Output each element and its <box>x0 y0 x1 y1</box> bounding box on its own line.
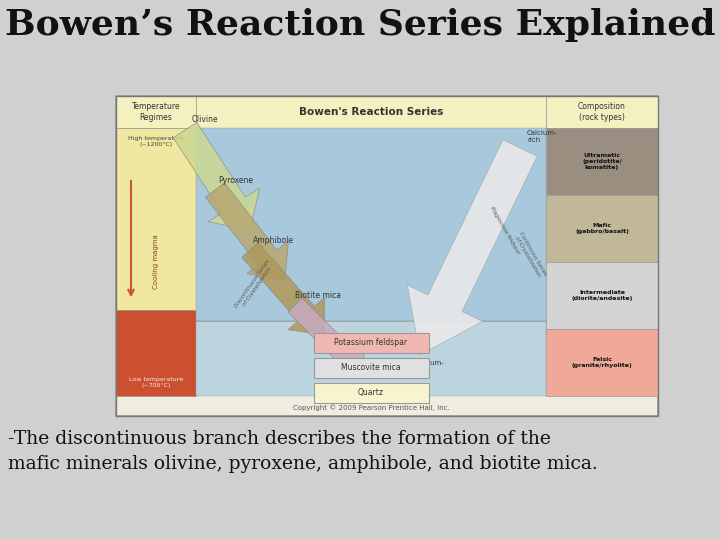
Text: Bowen's Reaction Series: Bowen's Reaction Series <box>299 107 444 117</box>
Bar <box>313 333 428 353</box>
Text: Sodium-
rich: Sodium- rich <box>415 360 444 373</box>
Text: Cooling magma: Cooling magma <box>153 234 159 289</box>
Text: Muscovite mica: Muscovite mica <box>341 363 401 373</box>
Text: Intermediate
(diorite/andesite): Intermediate (diorite/andesite) <box>571 290 633 301</box>
Text: Continuous Series
of Crystallization: Continuous Series of Crystallization <box>513 231 547 279</box>
Bar <box>116 128 196 310</box>
Text: Calcium-
rich: Calcium- rich <box>527 130 557 143</box>
Bar <box>546 262 658 329</box>
Polygon shape <box>174 123 260 230</box>
Text: Biotite mica: Biotite mica <box>295 291 341 300</box>
Text: Ultramatic
(peridotite/
komatite): Ultramatic (peridotite/ komatite) <box>582 153 622 170</box>
Text: Bowen’s Reaction Series Explained: Bowen’s Reaction Series Explained <box>5 8 716 42</box>
Bar <box>196 321 546 396</box>
Text: Quartz: Quartz <box>358 388 384 397</box>
Bar <box>116 96 196 128</box>
Text: Discontinuous Series
of Crystallization: Discontinuous Series of Crystallization <box>234 258 276 312</box>
Bar <box>116 96 658 416</box>
Polygon shape <box>288 298 365 375</box>
Polygon shape <box>205 183 288 280</box>
Text: High temperature
(~1200°C): High temperature (~1200°C) <box>128 136 184 147</box>
Bar <box>196 128 546 321</box>
Text: Felsic
(granite/rhyolite): Felsic (granite/rhyolite) <box>572 357 632 368</box>
Bar <box>546 329 658 396</box>
Text: Amphibole: Amphibole <box>253 236 294 245</box>
Bar <box>546 128 658 195</box>
Polygon shape <box>242 242 325 335</box>
Bar <box>546 96 658 128</box>
Text: Low temperature
(~700°C): Low temperature (~700°C) <box>129 377 183 388</box>
Text: Olivine: Olivine <box>192 115 219 124</box>
Bar <box>313 383 428 403</box>
Text: Temperature
Regimes: Temperature Regimes <box>132 102 180 122</box>
Text: Composition
(rock types): Composition (rock types) <box>578 102 626 122</box>
Bar <box>313 358 428 378</box>
Text: Plagioclase feldspar: Plagioclase feldspar <box>489 205 521 255</box>
Text: -The discontinuous branch describes the formation of the: -The discontinuous branch describes the … <box>8 430 551 448</box>
Bar <box>116 310 196 396</box>
Text: Pyroxene: Pyroxene <box>218 176 253 185</box>
Text: Potassium feldspar: Potassium feldspar <box>334 339 408 347</box>
Text: Copyright © 2009 Pearson Prentice Hall, Inc.: Copyright © 2009 Pearson Prentice Hall, … <box>292 404 449 411</box>
Bar <box>196 96 546 128</box>
Polygon shape <box>408 140 537 355</box>
Bar <box>116 96 658 416</box>
Text: mafic minerals olivine, pyroxene, amphibole, and biotite mica.: mafic minerals olivine, pyroxene, amphib… <box>8 455 598 473</box>
Bar <box>546 195 658 262</box>
Text: Mafic
(gabbro/basalt): Mafic (gabbro/basalt) <box>575 223 629 234</box>
